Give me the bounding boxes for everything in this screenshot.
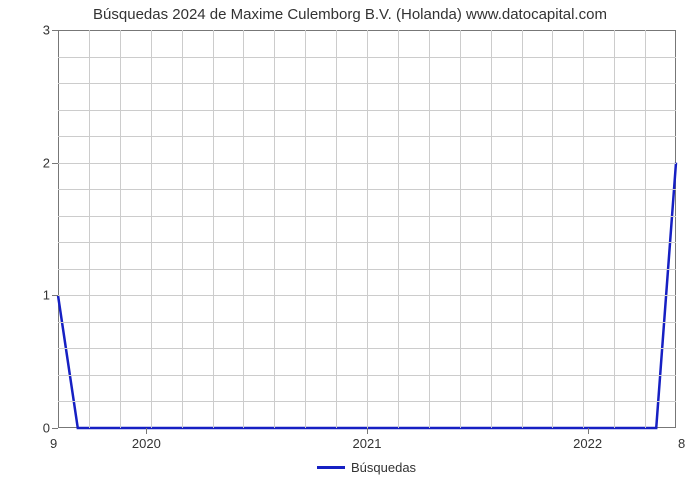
gridline-v bbox=[213, 30, 214, 428]
gridline-v bbox=[522, 30, 523, 428]
y-tick-label: 2 bbox=[20, 155, 50, 170]
x-tick-label: 2022 bbox=[573, 436, 602, 451]
gridline-v bbox=[491, 30, 492, 428]
gridline-v bbox=[460, 30, 461, 428]
corner-label-left: 9 bbox=[50, 436, 57, 451]
y-tick-label: 3 bbox=[20, 23, 50, 38]
gridline-v bbox=[645, 30, 646, 428]
y-tick-mark bbox=[52, 428, 58, 429]
gridline-v bbox=[305, 30, 306, 428]
gridline-v bbox=[89, 30, 90, 428]
gridline-v bbox=[552, 30, 553, 428]
x-tick-label: 2020 bbox=[132, 436, 161, 451]
gridline-v bbox=[429, 30, 430, 428]
legend-label: Búsquedas bbox=[351, 460, 416, 475]
x-tick-mark bbox=[588, 428, 589, 434]
x-tick-mark bbox=[146, 428, 147, 434]
gridline-v bbox=[182, 30, 183, 428]
x-tick-label: 2021 bbox=[353, 436, 382, 451]
gridline-v bbox=[398, 30, 399, 428]
y-tick-label: 1 bbox=[20, 288, 50, 303]
y-tick-mark bbox=[52, 30, 58, 31]
corner-label-right: 8 bbox=[678, 436, 685, 451]
gridline-v bbox=[151, 30, 152, 428]
y-tick-label: 0 bbox=[20, 421, 50, 436]
gridline-v bbox=[336, 30, 337, 428]
gridline-v bbox=[274, 30, 275, 428]
legend: Búsquedas bbox=[317, 460, 416, 475]
x-tick-mark bbox=[367, 428, 368, 434]
gridline-v bbox=[367, 30, 368, 428]
chart-title: Búsquedas 2024 de Maxime Culemborg B.V. … bbox=[0, 6, 700, 23]
gridline-v bbox=[120, 30, 121, 428]
gridline-v bbox=[583, 30, 584, 428]
gridline-v bbox=[614, 30, 615, 428]
legend-swatch bbox=[317, 466, 345, 469]
gridline-v bbox=[243, 30, 244, 428]
